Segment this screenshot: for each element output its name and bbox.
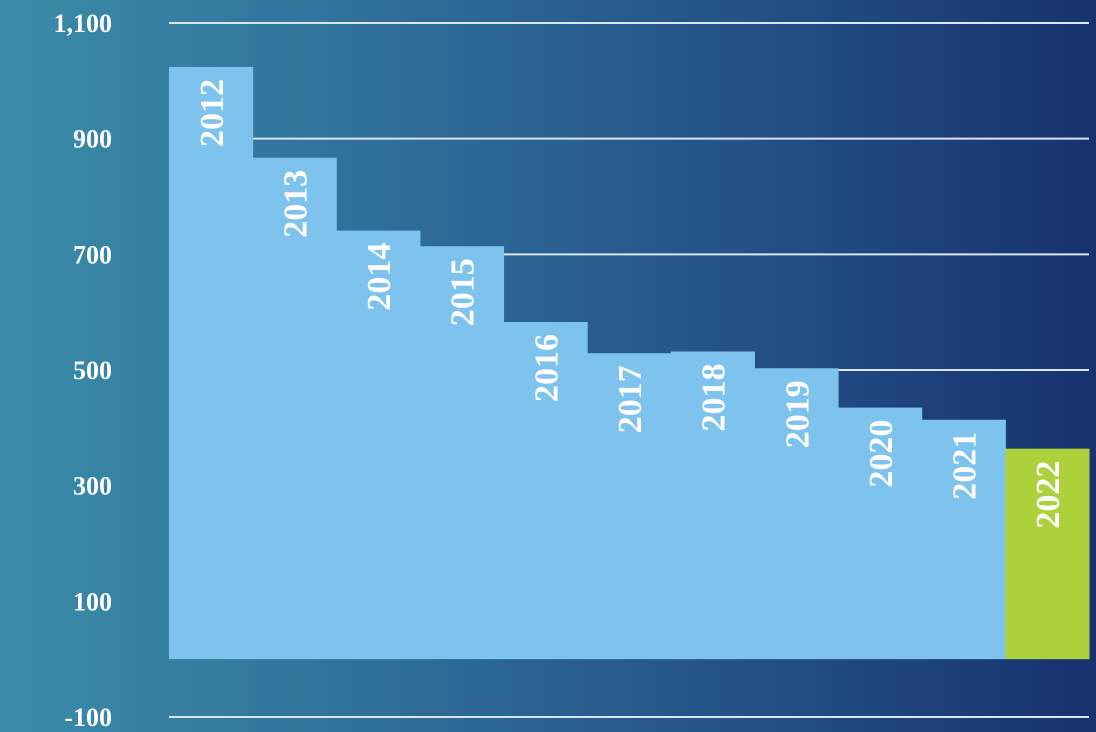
bar-labels: 2012 2013 2014 2015 2016 2017 2018 2019 2020 2021… xyxy=(194,79,1067,529)
category-label-2016: 2016 xyxy=(528,334,565,402)
bar-2022 xyxy=(1005,448,1090,660)
y-tick-label: 100 xyxy=(73,587,112,616)
category-label-2020: 2020 xyxy=(863,420,900,488)
category-label-2013: 2013 xyxy=(277,170,314,238)
bar-2018 xyxy=(670,351,755,660)
bar-2013 xyxy=(252,157,337,660)
category-label-2015: 2015 xyxy=(445,258,482,326)
category-label-2018: 2018 xyxy=(696,363,733,431)
bar-2019 xyxy=(754,368,839,660)
bar-2021 xyxy=(921,419,1006,660)
y-tick-label: 500 xyxy=(73,356,112,385)
y-tick-label: -100 xyxy=(64,703,112,732)
bar-2017 xyxy=(587,353,672,660)
bar-2016 xyxy=(503,321,588,660)
y-axis-ticks: -100 100 300 500 700 900 1,100 xyxy=(54,9,113,732)
category-label-2014: 2014 xyxy=(361,243,398,311)
y-tick-label: 700 xyxy=(73,240,112,269)
bar-2012 xyxy=(169,66,254,660)
bar-2014 xyxy=(336,230,421,660)
y-tick-label: 1,100 xyxy=(54,9,113,38)
category-label-2012: 2012 xyxy=(194,79,231,147)
bars xyxy=(169,66,1090,660)
bar-2015 xyxy=(419,246,505,660)
y-tick-label: 300 xyxy=(73,472,112,501)
category-label-2017: 2017 xyxy=(612,365,649,433)
y-tick-label: 900 xyxy=(73,125,112,154)
category-label-2021: 2021 xyxy=(947,432,984,500)
bar-2020 xyxy=(838,407,923,660)
category-label-2019: 2019 xyxy=(779,380,816,448)
category-label-2022: 2022 xyxy=(1030,461,1067,529)
